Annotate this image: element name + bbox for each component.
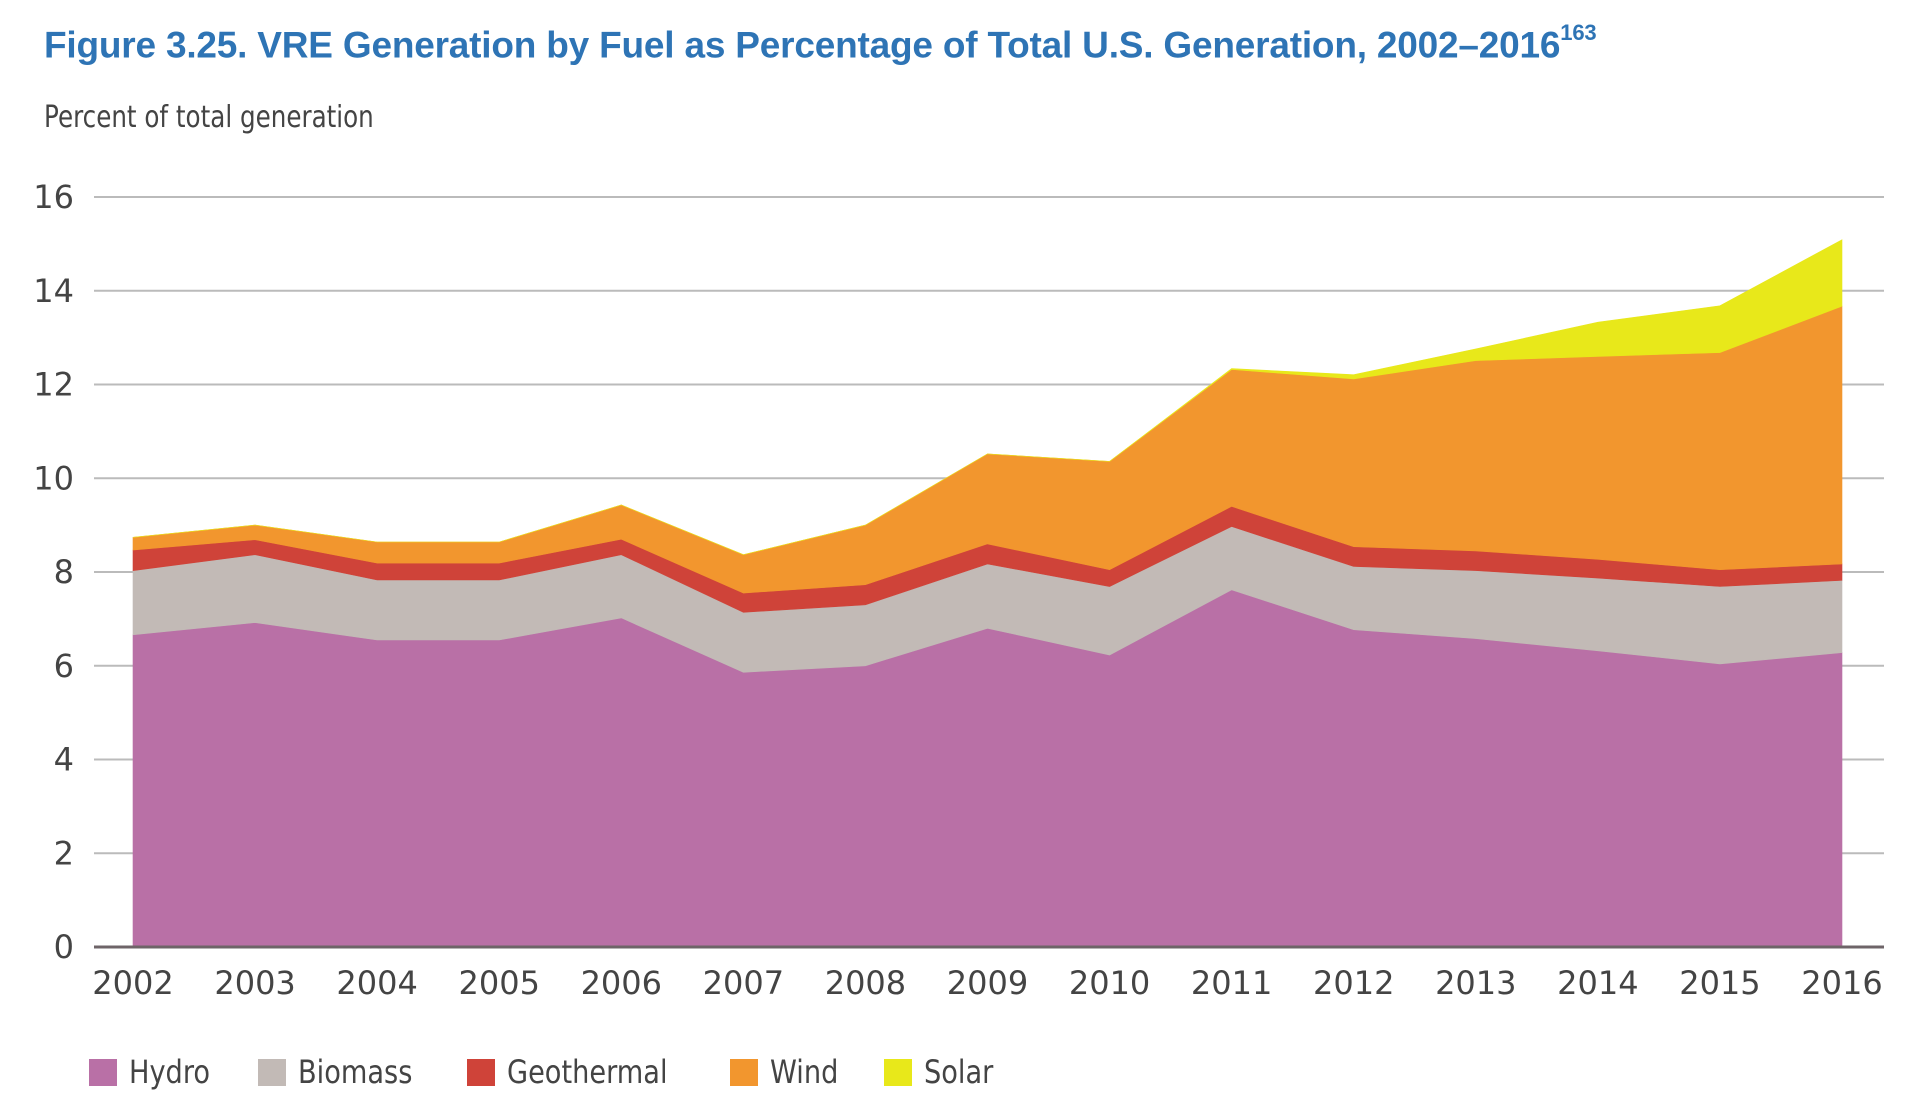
x-tick-label: 2011 — [1191, 964, 1272, 1002]
x-tick-label: 2012 — [1313, 964, 1394, 1002]
area-series — [132, 239, 1843, 948]
legend: Hydro Biomass Geothermal Wind Solar — [89, 1053, 1040, 1091]
x-tick-label: 2008 — [825, 964, 906, 1002]
legend-label: Hydro — [129, 1053, 211, 1091]
x-tick-label: 2006 — [581, 964, 662, 1002]
legend-swatch-biomass — [258, 1058, 287, 1086]
y-tick-label: 6 — [54, 647, 74, 685]
legend-item-wind: Wind — [729, 1053, 850, 1091]
legend-label: Wind — [769, 1053, 839, 1091]
legend-item-hydro: Hydro — [89, 1053, 224, 1091]
y-tick-labels: 0 2 4 6 8 10 12 14 16 — [33, 178, 74, 966]
y-tick-label: 8 — [54, 553, 74, 591]
y-tick-label: 0 — [54, 928, 74, 966]
area-solar — [132, 239, 1843, 556]
x-tick-label: 2002 — [92, 964, 173, 1002]
x-tick-label: 2015 — [1679, 964, 1760, 1002]
x-tick-label: 2010 — [1069, 964, 1150, 1002]
y-tick-label: 16 — [33, 178, 74, 216]
legend-item-solar: Solar — [884, 1053, 1006, 1091]
y-tick-label: 12 — [33, 366, 74, 404]
legend-swatch-geothermal — [466, 1058, 495, 1086]
legend-swatch-wind — [729, 1058, 758, 1086]
x-tick-label: 2014 — [1557, 964, 1638, 1002]
legend-item-geothermal: Geothermal — [466, 1053, 696, 1091]
y-axis-title: Percent of total generation — [44, 100, 374, 135]
y-tick-label: 14 — [33, 272, 74, 310]
x-tick-label: 2009 — [947, 964, 1028, 1002]
y-tick-label: 4 — [54, 741, 74, 779]
y-tick-label: 10 — [33, 459, 74, 497]
x-tick-label: 2004 — [336, 964, 417, 1002]
y-tick-label: 2 — [54, 834, 74, 872]
legend-label: Biomass — [298, 1053, 413, 1091]
chart-title: Figure 3.25. VRE Generation by Fuel as P… — [44, 20, 1597, 66]
chart-title-text: Figure 3.25. VRE Generation by Fuel as P… — [44, 24, 1561, 66]
legend-label: Geothermal — [506, 1053, 668, 1091]
x-tick-label: 2016 — [1801, 964, 1882, 1002]
x-tick-label: 2003 — [214, 964, 295, 1002]
x-tick-labels: 2002 2003 2004 2005 2006 2007 2008 2009 2010 2011… — [92, 964, 1882, 1002]
legend-swatch-hydro — [89, 1058, 117, 1086]
legend-swatch-solar — [884, 1058, 913, 1086]
x-tick-label: 2007 — [703, 964, 784, 1002]
x-tick-label: 2005 — [458, 964, 539, 1002]
x-tick-label: 2013 — [1435, 964, 1516, 1002]
legend-item-biomass: Biomass — [258, 1053, 433, 1091]
legend-label: Solar — [924, 1053, 994, 1091]
footnote-marker: 163 — [1560, 20, 1597, 45]
